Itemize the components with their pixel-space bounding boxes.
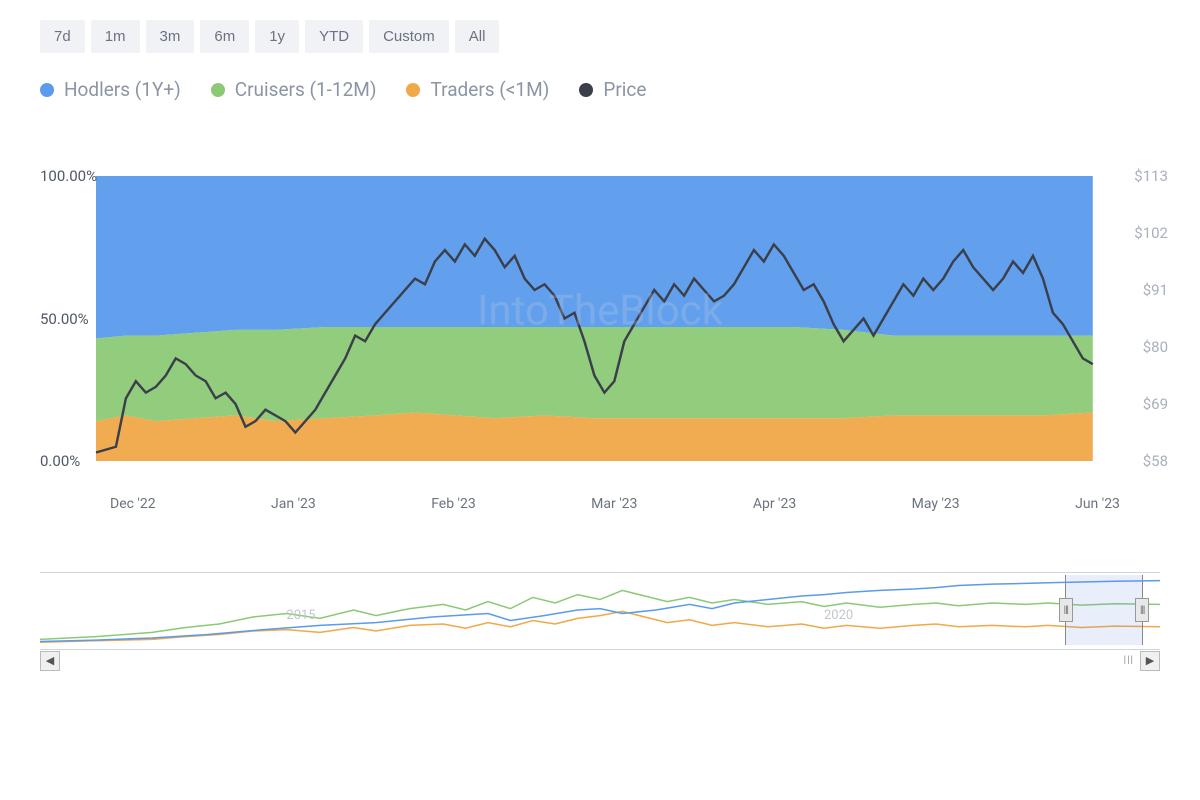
mini-chart-navigator[interactable]: 2015 2020 ||| ||| ◀ ||| ▶ [40, 572, 1160, 672]
time-range-selector: 7d1m3m6m1yYTDCustomAll [40, 20, 1160, 53]
time-range-ytd[interactable]: YTD [305, 20, 363, 53]
time-range-7d[interactable]: 7d [40, 20, 85, 53]
x-label: Apr '23 [753, 496, 796, 512]
chart-svg [40, 161, 1160, 461]
nav-row: ◀ ||| ▶ [40, 649, 1160, 671]
legend-dot [40, 83, 54, 97]
time-range-all[interactable]: All [455, 20, 500, 53]
legend-dot [406, 83, 420, 97]
legend-label: Price [603, 78, 646, 101]
grip-icon: ||| [1124, 655, 1134, 666]
x-label: Jan '23 [271, 496, 316, 512]
x-label: Feb '23 [431, 496, 476, 512]
legend-item[interactable]: Price [579, 78, 646, 101]
time-range-3m[interactable]: 3m [146, 20, 195, 53]
legend-label: Traders (<1M) [430, 78, 549, 101]
mini-x-label: 2020 [824, 608, 853, 623]
x-label: Mar '23 [591, 496, 637, 512]
y-right-label: $113 [1134, 167, 1168, 185]
y-right-label: $102 [1134, 224, 1168, 242]
y-left-label: 100.00% [40, 167, 97, 185]
legend-item[interactable]: Traders (<1M) [406, 78, 549, 101]
y-left-label: 50.00% [40, 310, 89, 328]
legend-label: Hodlers (1Y+) [64, 78, 181, 101]
x-label: May '23 [912, 496, 960, 512]
x-label: Dec '22 [110, 496, 156, 512]
main-chart: IntoTheBlock 100.00%50.00%0.00% $113$102… [40, 161, 1160, 461]
drag-handle-left[interactable]: ||| [1059, 598, 1073, 622]
time-range-custom[interactable]: Custom [369, 20, 449, 53]
y-left-label: 0.00% [40, 452, 80, 470]
x-label: Jun '23 [1075, 496, 1120, 512]
legend-dot [211, 83, 225, 97]
selection-window[interactable]: ||| ||| [1065, 575, 1143, 645]
time-range-1y[interactable]: 1y [255, 20, 299, 53]
y-right-label: $69 [1143, 395, 1168, 413]
legend: Hodlers (1Y+) Cruisers (1-12M) Traders (<1… [40, 78, 1160, 101]
nav-right-button[interactable]: ▶ [1140, 651, 1160, 671]
time-range-6m[interactable]: 6m [200, 20, 249, 53]
mini-x-label: 2015 [286, 608, 315, 623]
x-axis-labels: Dec '22 Jan '23 Feb '23 Mar '23 Apr '23 May '… [40, 481, 1160, 512]
legend-item[interactable]: Hodlers (1Y+) [40, 78, 181, 101]
legend-dot [579, 83, 593, 97]
time-range-1m[interactable]: 1m [91, 20, 140, 53]
y-right-label: $80 [1143, 338, 1168, 356]
y-right-label: $58 [1143, 452, 1168, 470]
legend-label: Cruisers (1-12M) [235, 78, 377, 101]
legend-item[interactable]: Cruisers (1-12M) [211, 78, 377, 101]
nav-left-button[interactable]: ◀ [40, 651, 60, 671]
mini-chart-svg [40, 575, 1160, 645]
drag-handle-right[interactable]: ||| [1135, 598, 1149, 622]
y-right-label: $91 [1143, 281, 1168, 299]
